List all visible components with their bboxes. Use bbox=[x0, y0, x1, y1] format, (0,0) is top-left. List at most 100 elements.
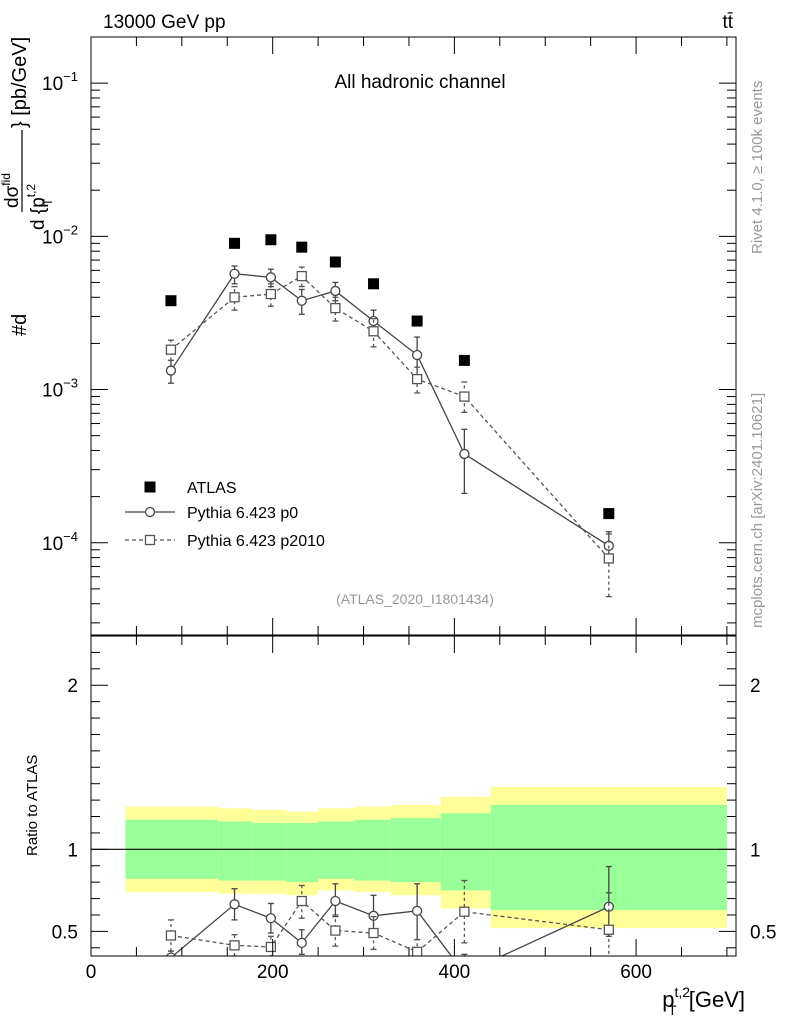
mc-point bbox=[459, 448, 470, 460]
ratio-axis-label-text: Ratio to ATLAS bbox=[24, 755, 41, 856]
analysis-id: (ATLAS_2020_I1801434) bbox=[336, 591, 494, 607]
ratio-y-tick-label: 0.5 bbox=[52, 922, 78, 943]
mc-point bbox=[459, 906, 470, 917]
mc-point bbox=[165, 365, 177, 376]
mc-point bbox=[229, 292, 240, 303]
y-axis-label-text: #d bbox=[9, 314, 31, 336]
header-left: 13000 GeV pp bbox=[103, 12, 226, 33]
x-axis-label: pt,2 T [GeV] bbox=[662, 984, 745, 1018]
x-tick-label: 600 bbox=[620, 962, 652, 983]
y-tick-exponent: −4 bbox=[63, 529, 78, 544]
mc-point bbox=[229, 268, 240, 279]
series-line bbox=[170, 275, 610, 559]
ratio-y-tick-label: 1 bbox=[67, 840, 78, 861]
ylabel-numerator-sup: fid bbox=[0, 173, 13, 186]
y-tick-label: 10−2 bbox=[42, 222, 78, 248]
y-tick-mantissa: 10 bbox=[42, 74, 63, 95]
mc-point bbox=[265, 272, 277, 283]
mc-point bbox=[265, 941, 277, 953]
data-point bbox=[229, 237, 241, 249]
rivet-label-text: Rivet 4.1.0, ≥ 100k events bbox=[749, 81, 766, 254]
uncertainty-band-inner bbox=[252, 823, 287, 881]
ratio-y-tick-label-right: 2 bbox=[750, 676, 761, 697]
legend-label: ATLAS bbox=[187, 480, 237, 497]
mc-point bbox=[229, 940, 240, 951]
data-point bbox=[603, 508, 615, 520]
mc-point bbox=[330, 285, 341, 297]
ratio-y-tick-label-right: 1 bbox=[750, 840, 761, 861]
y-tick-exponent: −2 bbox=[63, 222, 78, 237]
mc-point bbox=[265, 288, 277, 300]
main-plot-frame bbox=[90, 36, 737, 636]
data-point bbox=[368, 278, 380, 290]
ylabel-den-sup: t,2 bbox=[24, 184, 38, 198]
mc-point bbox=[296, 270, 307, 282]
uncertainty-band-inner bbox=[286, 823, 319, 883]
y-tick-label: 10−1 bbox=[42, 69, 78, 95]
y-tick-exponent: −1 bbox=[63, 69, 78, 84]
ylabel-den-sub: T bbox=[41, 198, 55, 206]
ylabel-pre: #d bbox=[9, 314, 31, 336]
mc-point bbox=[166, 952, 176, 956]
mc-point bbox=[296, 937, 307, 949]
mcplots-label-text: mcplots.cern.ch [arXiv:2401.10621] bbox=[749, 393, 766, 628]
uncertainty-band-inner bbox=[440, 813, 491, 891]
ylabel-post: } [pb/GeV] bbox=[9, 37, 31, 128]
data-point bbox=[165, 295, 177, 307]
mc-point bbox=[411, 349, 423, 361]
ylabel-denominator-group: d {pt,2T bbox=[24, 184, 55, 230]
xlabel-sup: t,2 bbox=[675, 984, 691, 1000]
uncertainty-band-inner bbox=[390, 818, 441, 883]
y-tick-label: 10−3 bbox=[42, 376, 78, 402]
mcplots-label: mcplots.cern.ch [arXiv:2401.10621] bbox=[749, 393, 766, 628]
xlabel-main: p bbox=[662, 987, 674, 1012]
x-tick-label: 400 bbox=[439, 962, 471, 983]
uncertainty-band-inner bbox=[354, 819, 391, 881]
data-point bbox=[458, 354, 470, 366]
mc-point bbox=[330, 302, 341, 314]
data-point bbox=[296, 241, 308, 253]
rivet-label: Rivet 4.1.0, ≥ 100k events bbox=[749, 81, 766, 254]
y-tick-mantissa: 10 bbox=[42, 227, 63, 248]
mc-point bbox=[368, 927, 379, 939]
x-tick-label: 0 bbox=[86, 962, 97, 983]
mc-point bbox=[411, 905, 423, 917]
legend-label: Pythia 6.423 p0 bbox=[187, 505, 298, 522]
legend: ATLAS Pythia 6.423 p0 Pythia 6.423 p2010 bbox=[125, 480, 325, 550]
y-tick-label: 10−4 bbox=[42, 529, 78, 555]
data-point bbox=[265, 234, 277, 246]
mc-point bbox=[165, 344, 177, 355]
mc-point bbox=[229, 899, 240, 910]
ylabel-denominator: d {pt,2T bbox=[24, 184, 55, 230]
data-point bbox=[144, 481, 156, 493]
main-plot: 10−110−210−310−4 All hadronic channel (A… bbox=[42, 36, 737, 636]
header-right: tt̄ bbox=[722, 12, 733, 33]
ylabel-numerator-group: dσfid bbox=[0, 173, 23, 208]
mc-point bbox=[411, 946, 423, 956]
ratio-y-tick-label-right: 0.5 bbox=[750, 922, 776, 943]
mc-point bbox=[296, 295, 307, 306]
ratio-axis-label: Ratio to ATLAS bbox=[24, 755, 41, 856]
uncertainty-band-inner bbox=[318, 821, 355, 879]
y-axis-label: #d bbox=[9, 314, 31, 336]
mc-point bbox=[603, 553, 614, 564]
uncertainty-band-inner bbox=[218, 821, 253, 881]
plot-title: All hadronic channel bbox=[334, 72, 505, 93]
mc-point bbox=[411, 373, 423, 385]
mc-point bbox=[265, 913, 277, 924]
mc-point bbox=[368, 326, 379, 337]
y-tick-exponent: −3 bbox=[63, 376, 78, 391]
xlabel-sub: T bbox=[668, 1002, 677, 1018]
mc-point bbox=[330, 895, 341, 907]
mc-point bbox=[459, 391, 470, 402]
ratio-plot-frame bbox=[90, 635, 737, 957]
mc-point bbox=[368, 910, 379, 921]
mc-point bbox=[296, 895, 307, 907]
xlabel-unit: [GeV] bbox=[683, 987, 745, 1012]
ylabel-post-group: } [pb/GeV] bbox=[9, 37, 31, 128]
y-tick-mantissa: 10 bbox=[42, 381, 63, 402]
mc-point bbox=[165, 930, 177, 941]
ratio-plot: 0.5 0.5 1 1 2 2 0 200 400 600 bbox=[52, 635, 776, 983]
y-tick-mantissa: 10 bbox=[42, 534, 63, 555]
